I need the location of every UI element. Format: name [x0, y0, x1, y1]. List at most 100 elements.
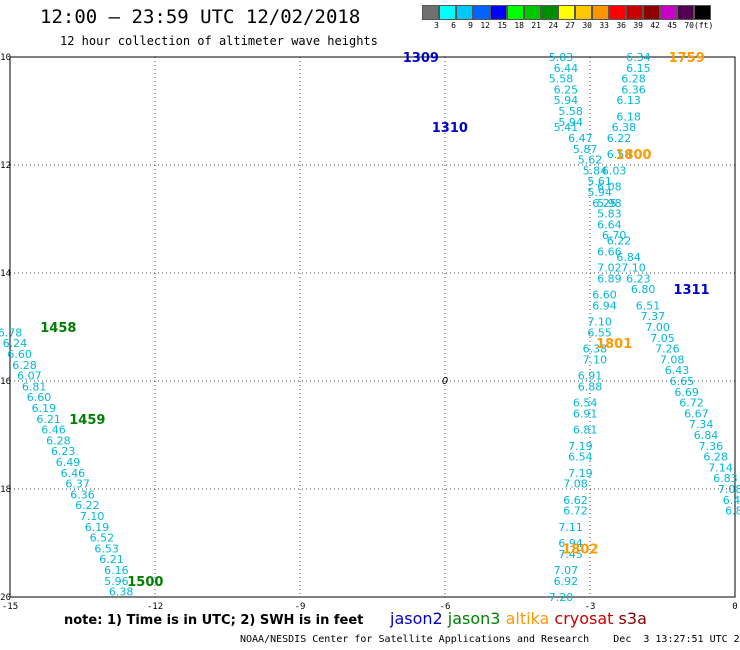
swh-value-label: 7.19 — [568, 467, 593, 480]
legend-swatch — [439, 5, 456, 20]
legend-tick-label: (ft) — [694, 21, 714, 30]
swh-value-label: 6.03 — [602, 164, 627, 177]
legend-tick-label: 45 — [667, 21, 677, 30]
swh-value-label: 6.91 — [573, 407, 598, 420]
legend-swatch — [677, 5, 694, 20]
swh-value-label: 6.46 — [41, 424, 66, 437]
swh-value-label: 7.26 — [655, 343, 680, 356]
legend-tick-label: 30 — [582, 21, 592, 30]
swh-value-label: 6.52 — [90, 532, 115, 545]
swh-value-label: 6.22 — [607, 235, 632, 248]
y-tick-label: -10 — [0, 53, 11, 63]
swh-value-label: 6.24 — [3, 337, 28, 350]
swh-value-label: 6.25 — [592, 197, 617, 210]
legend-tick-label: 33 — [599, 21, 609, 30]
swh-value-label: 6.64 — [597, 218, 622, 231]
swh-value-label: 7.37 — [641, 310, 666, 323]
swh-value-label: 5.94 — [587, 186, 612, 199]
legend-tick-label: 36 — [616, 21, 626, 30]
swh-value-label: 7.45 — [558, 548, 583, 561]
legend-tick-label: 27 — [565, 21, 575, 30]
swh-value-label: 6.16 — [104, 564, 129, 577]
legend-swatch — [507, 5, 524, 20]
swh-value-label: 6.54 — [568, 451, 593, 464]
legend-swatch — [524, 5, 541, 20]
legend-swatch — [558, 5, 575, 20]
legend-tick-label: 6 — [451, 21, 456, 30]
legend-tick-label: 42 — [650, 21, 660, 30]
swh-value-label: 6.94 — [592, 299, 617, 312]
legend-tick-label: 18 — [514, 21, 524, 30]
swh-value-label: 6.83 — [713, 472, 738, 485]
swh-value-label: 7.14 — [708, 461, 733, 474]
swh-value-label: 6.42 — [723, 494, 740, 507]
legend-swatch — [694, 5, 711, 20]
satellite-label: cryosat — [554, 609, 619, 628]
time-label: 1802 — [562, 542, 598, 557]
swh-value-label: 5.83 — [549, 51, 574, 64]
swh-value-label: 5.96 — [104, 575, 129, 588]
x-tick-label: -9 — [295, 602, 306, 612]
satellite-label: altika — [505, 609, 555, 628]
swh-value-label: 6.23 — [626, 272, 651, 285]
legend-tick-label: 3 — [434, 21, 439, 30]
y-tick-label: -14 — [0, 269, 11, 279]
time-label: 1311 — [673, 283, 709, 298]
time-label: 1310 — [432, 121, 468, 136]
swh-value-label: 6.28 — [703, 451, 728, 464]
swh-value-label: 7.10 — [621, 262, 646, 275]
swh-value-label: 5.94 — [554, 94, 579, 107]
swh-value-label: 5.61 — [587, 175, 612, 188]
legend-swatch — [609, 5, 626, 20]
swh-value-label: 6.38 — [109, 586, 134, 599]
swh-value-label: 6.60 — [7, 348, 32, 361]
swh-value-label: 6.38 — [583, 343, 608, 356]
legend-tick-label: 39 — [633, 21, 643, 30]
plot-frame — [9, 56, 736, 598]
swh-value-label: 6.92 — [554, 575, 579, 588]
y-tick-label: -20 — [0, 593, 11, 603]
swh-value-label: 6.23 — [51, 445, 76, 458]
swh-value-label: 6.84 — [616, 251, 641, 264]
legend-swatch — [660, 5, 677, 20]
legend-swatch — [626, 5, 643, 20]
swh-value-label: 6.22 — [75, 499, 100, 512]
swh-value-label: 6.54 — [573, 397, 598, 410]
legend-swatch — [490, 5, 507, 20]
swh-value-label: 5.41 — [554, 121, 579, 134]
legend-swatch — [592, 5, 609, 20]
swh-value-label: 6.34 — [626, 51, 651, 64]
swh-value-label: 6.08 — [597, 181, 622, 194]
chart-title: 12:00 – 23:59 UTC 12/02/2018 — [40, 6, 361, 28]
satellite-label: s3a — [618, 609, 652, 628]
swh-value-label: 6.67 — [684, 407, 709, 420]
swh-value-label: 7.08 — [718, 483, 740, 496]
y-tick-label: -12 — [0, 161, 11, 171]
swh-value-label: 6.38 — [612, 121, 637, 134]
swh-value-label: 6.49 — [56, 456, 81, 469]
swh-value-label: 6.80 — [631, 283, 656, 296]
x-tick-label: -6 — [440, 602, 451, 612]
time-label: 1309 — [403, 51, 439, 66]
swh-value-label: 6.22 — [607, 132, 632, 145]
footer-credit: NOAA/NESDIS Center for Satellite Applica… — [240, 634, 740, 645]
y-tick-label: -16 — [0, 377, 11, 387]
swh-value-label: 6.43 — [665, 364, 690, 377]
swh-value-label: 6.58 — [607, 148, 632, 161]
x-tick-label: -15 — [2, 602, 18, 612]
contour-label: 0 — [442, 376, 448, 387]
swh-value-label: 5.84 — [583, 164, 608, 177]
x-tick-label: -12 — [147, 602, 163, 612]
swh-value-label: 6.53 — [94, 542, 119, 555]
swh-value-label: 6.36 — [70, 488, 95, 501]
swh-value-label: 7.00 — [645, 321, 670, 334]
swh-value-label: 6.89 — [597, 272, 622, 285]
swh-value-label: 6.81 — [573, 424, 598, 437]
swh-value-label: 6.13 — [616, 94, 641, 107]
swh-value-label: 6.65 — [670, 375, 695, 388]
swh-value-label: 7.10 — [583, 353, 608, 366]
satellite-label: jason3 — [447, 609, 506, 628]
swh-value-label: 6.37 — [65, 478, 90, 491]
swh-value-label: 7.08 — [660, 353, 685, 366]
